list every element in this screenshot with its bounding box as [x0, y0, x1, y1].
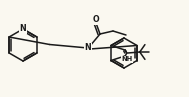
Text: O: O [93, 15, 99, 24]
Text: NH: NH [121, 56, 132, 62]
Text: N: N [20, 24, 26, 33]
Text: N: N [85, 43, 91, 52]
